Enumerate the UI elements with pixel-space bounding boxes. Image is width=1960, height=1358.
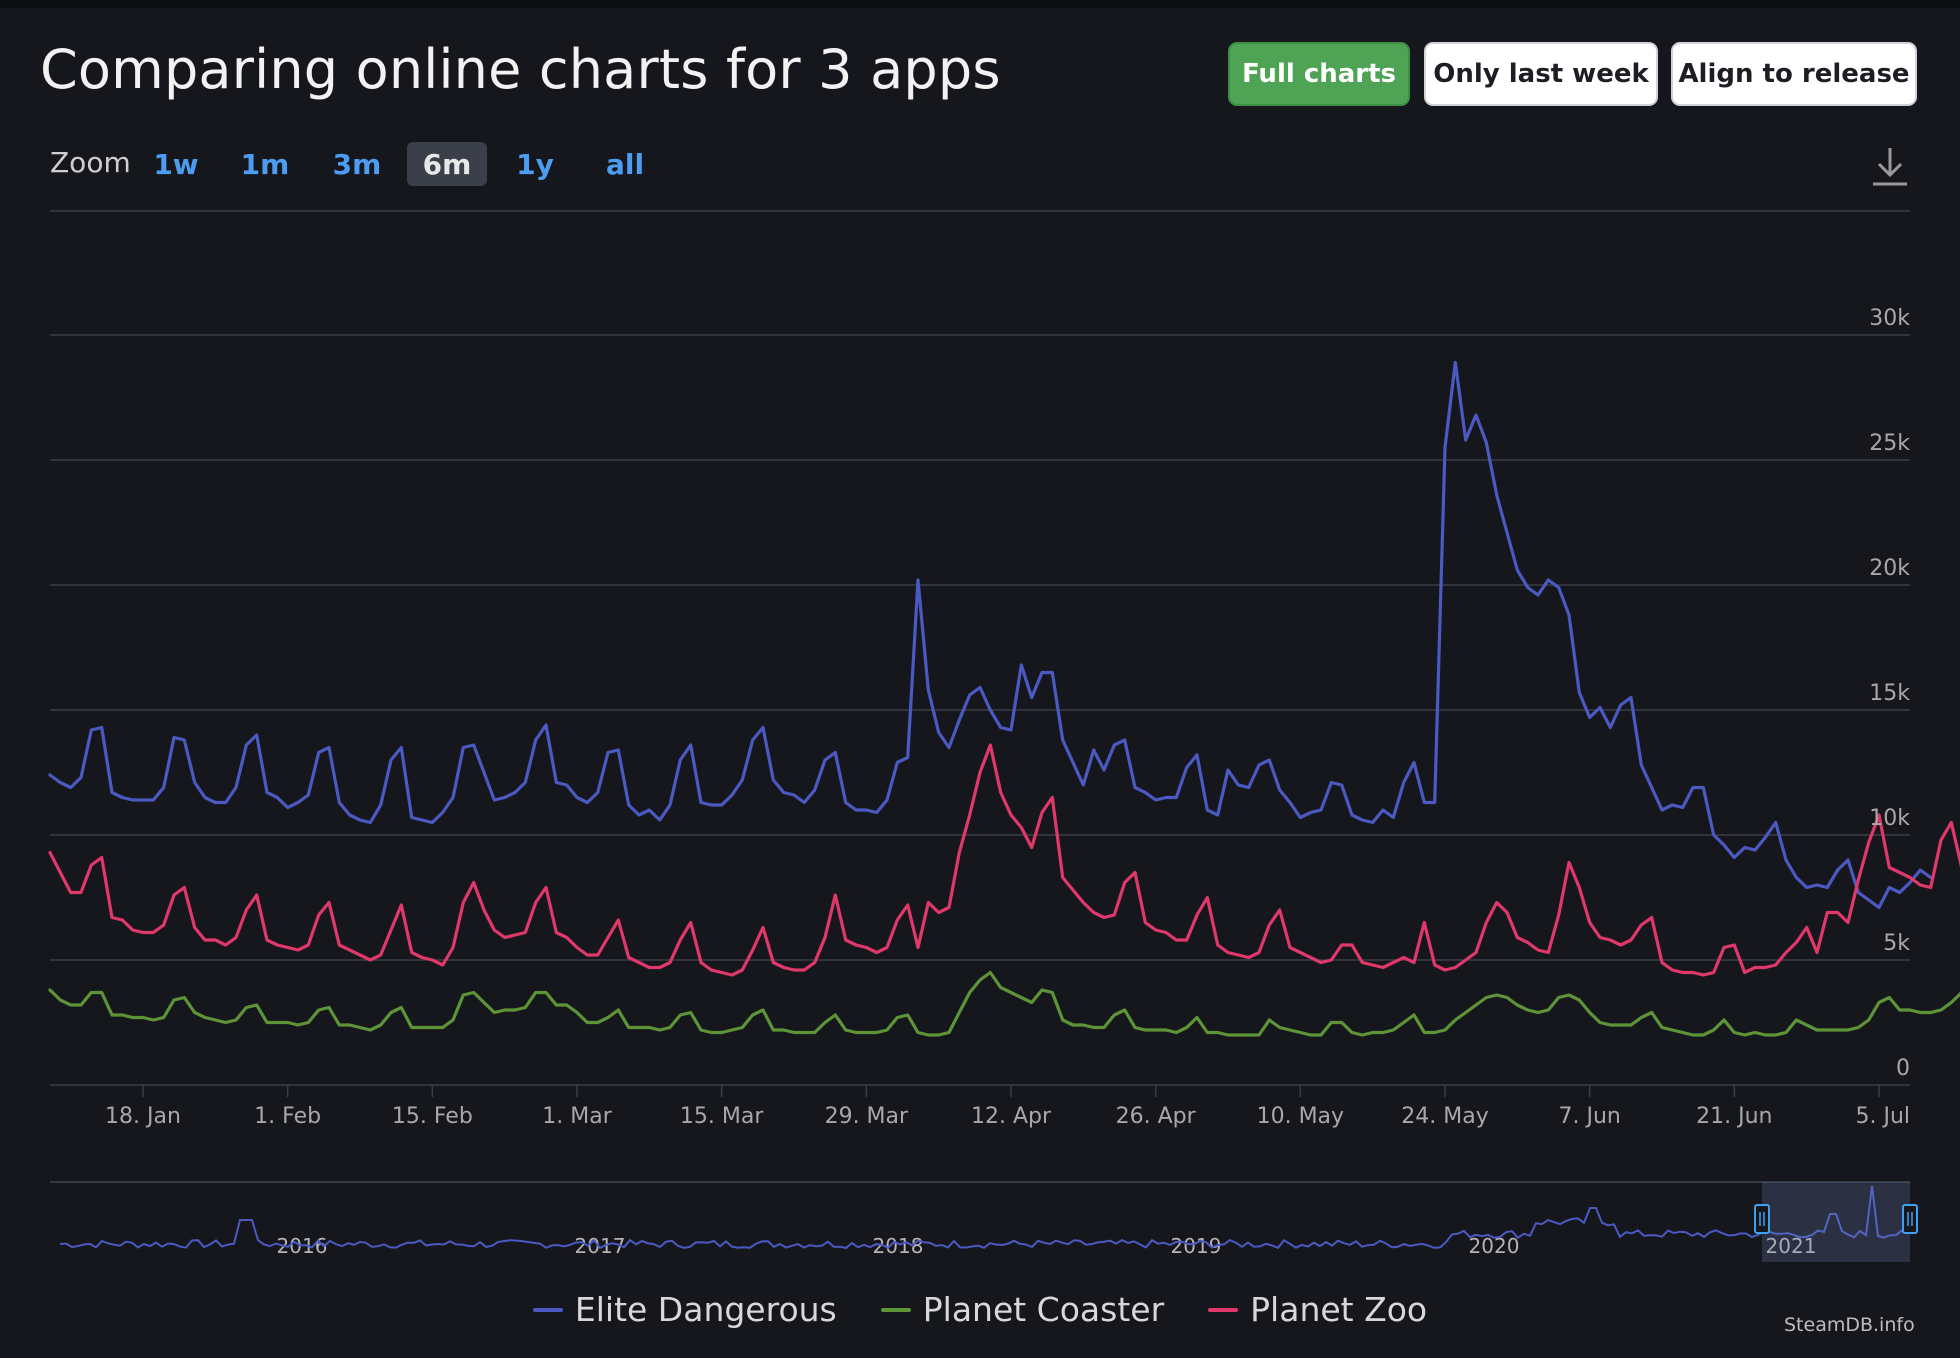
legend-swatch-elite-dangerous	[532, 1307, 563, 1312]
download-icon[interactable]	[1870, 144, 1910, 188]
zoom-3m-button[interactable]: 3m	[332, 147, 382, 181]
x-tick-label: 18. Jan	[105, 1104, 181, 1129]
y-tick-label: 15k	[1869, 681, 1910, 706]
navigator-handle-left	[1754, 1204, 1770, 1234]
series-line-planet-zoo	[48, 743, 1960, 977]
navigator: 201620172018201920202021	[50, 1181, 1918, 1262]
y-tick-label: 10k	[1869, 806, 1910, 831]
x-tick-label: 12. Apr	[971, 1104, 1052, 1129]
top-strip	[0, 0, 1960, 8]
x-tick-label: 5. Jul	[1855, 1104, 1910, 1129]
chart-canvas: 18. Jan 1. Feb 15. Feb 1. Mar 15. Mar 29. Mar…	[48, 210, 1960, 1262]
y-tick-label: 5k	[1883, 931, 1910, 956]
y-axis: 0 5k 10k 15k 20k 25k 30k	[1869, 306, 1910, 1081]
navigator-handle-right	[1902, 1204, 1918, 1234]
x-tick-label: 15. Mar	[680, 1104, 764, 1129]
legend-label-planet-zoo: Planet Zoo	[1250, 1290, 1428, 1329]
legend-swatch-planet-coaster	[880, 1307, 911, 1312]
legend-item-elite-dangerous[interactable]: Elite Dangerous	[532, 1290, 837, 1329]
series-line-planet-coaster	[48, 970, 1960, 1037]
series-layer	[48, 360, 1960, 1037]
x-tick-label: 10. May	[1257, 1104, 1344, 1129]
y-tick-label: 0	[1896, 1056, 1910, 1081]
zoom-all-button[interactable]: all	[605, 147, 645, 181]
navigator-year-label: 2017	[575, 1234, 626, 1258]
x-tick-label: 1. Feb	[254, 1104, 321, 1129]
navigator-year-label: 2019	[1171, 1234, 1222, 1258]
x-axis: 18. Jan 1. Feb 15. Feb 1. Mar 15. Mar 29. Mar…	[105, 1085, 1910, 1129]
only-last-week-button[interactable]: Only last week	[1424, 42, 1658, 106]
x-tick-label: 21. Jun	[1696, 1104, 1772, 1129]
navigator-year-label: 2018	[873, 1234, 924, 1258]
y-tick-label: 25k	[1869, 431, 1910, 456]
zoom-label: Zoom	[50, 146, 131, 179]
credits-link[interactable]: SteamDB.info	[1784, 1314, 1915, 1336]
zoom-1m-button[interactable]: 1m	[240, 147, 290, 181]
legend-swatch-planet-zoo	[1208, 1307, 1239, 1312]
zoom-6m-button[interactable]: 6m	[407, 142, 487, 186]
full-charts-button[interactable]: Full charts	[1228, 42, 1410, 106]
navigator-series-line	[59, 1185, 1903, 1250]
zoom-1y-button[interactable]: 1y	[516, 147, 554, 181]
navigator-year-label: 2021	[1766, 1234, 1817, 1258]
legend-item-planet-coaster[interactable]: Planet Coaster	[880, 1290, 1165, 1329]
y-tick-label: 20k	[1869, 556, 1910, 581]
zoom-1w-button[interactable]: 1w	[153, 147, 199, 181]
x-tick-label: 26. Apr	[1116, 1104, 1197, 1129]
grid-layer	[50, 210, 1910, 1086]
x-tick-label: 29. Mar	[825, 1104, 909, 1129]
legend-label-elite-dangerous: Elite Dangerous	[574, 1290, 837, 1329]
page-title: Comparing online charts for 3 apps	[40, 38, 1001, 101]
x-tick-label: 24. May	[1401, 1104, 1488, 1129]
series-line-elite-dangerous	[48, 360, 1933, 910]
x-tick-label: 7. Jun	[1558, 1104, 1620, 1129]
x-tick-label: 1. Mar	[542, 1104, 612, 1129]
y-tick-label: 30k	[1869, 306, 1910, 331]
legend-item-planet-zoo[interactable]: Planet Zoo	[1208, 1290, 1427, 1329]
align-to-release-button[interactable]: Align to release	[1671, 42, 1917, 106]
navigator-selection	[1762, 1182, 1910, 1262]
legend-label-planet-coaster: Planet Coaster	[922, 1290, 1165, 1329]
legend: Elite Dangerous Planet Coaster Planet Zo…	[0, 1290, 1960, 1329]
x-tick-label: 15. Feb	[392, 1104, 473, 1129]
